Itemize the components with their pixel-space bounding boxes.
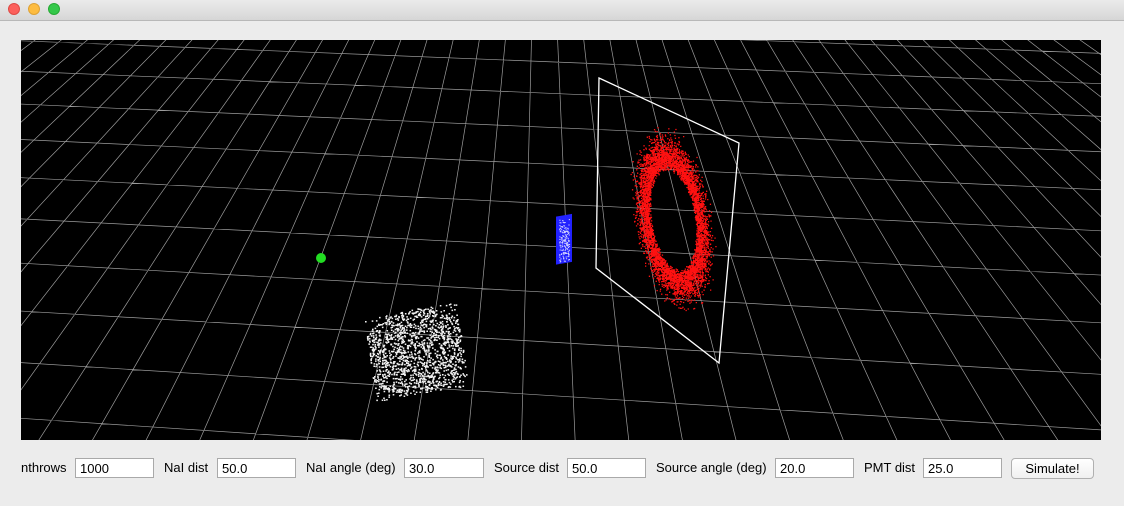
zoom-icon[interactable] <box>48 3 60 15</box>
hit-points <box>630 127 717 312</box>
pmt-dist-input[interactable] <box>923 458 1002 478</box>
floor-grid <box>21 40 1101 440</box>
nthrows-label: nthrows <box>21 460 67 475</box>
pmt-points <box>559 219 571 263</box>
close-icon[interactable] <box>8 3 20 15</box>
pmt-dist-label: PMT dist <box>864 460 916 475</box>
screen-hits-ring <box>630 127 717 312</box>
scene-canvas[interactable] <box>21 40 1101 440</box>
nai-points <box>365 303 468 402</box>
nai-detector-point-cloud <box>365 303 468 402</box>
source-angle-label: Source angle (deg) <box>656 460 767 475</box>
nai-dist-input[interactable] <box>217 458 296 478</box>
minimize-icon[interactable] <box>28 3 40 15</box>
simulate-button[interactable]: Simulate! <box>1011 458 1094 479</box>
nai-angle-input[interactable] <box>404 458 484 478</box>
pmt-point-cloud <box>556 213 572 265</box>
source-angle-input[interactable] <box>775 458 854 478</box>
grid-lines <box>21 40 1101 440</box>
nai-dist-label: NaI dist <box>164 460 209 475</box>
source-marker <box>316 253 326 263</box>
nthrows-input[interactable] <box>75 458 154 478</box>
pmt-body <box>556 213 572 265</box>
screen-frame <box>595 76 740 365</box>
3d-viewport[interactable] <box>21 40 1101 440</box>
nai-angle-label: NaI angle (deg) <box>306 460 396 475</box>
source-dist-label: Source dist <box>494 460 560 475</box>
control-bar: nthrows NaI dist NaI angle (deg) Source … <box>0 456 1124 480</box>
title-bar <box>0 0 1124 21</box>
source-dist-input[interactable] <box>567 458 646 478</box>
